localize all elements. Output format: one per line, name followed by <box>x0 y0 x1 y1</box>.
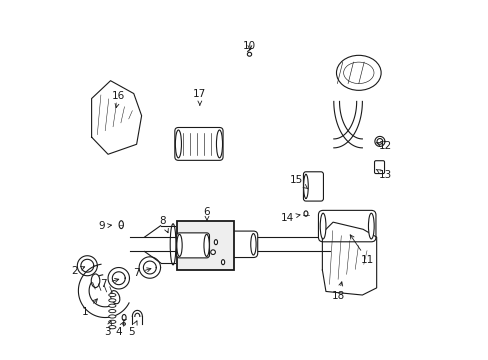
Ellipse shape <box>247 52 251 56</box>
Text: 3: 3 <box>103 321 111 337</box>
Text: 14: 14 <box>280 212 300 222</box>
Ellipse shape <box>108 320 116 323</box>
Text: 2: 2 <box>71 266 84 276</box>
Text: 15: 15 <box>289 175 307 189</box>
FancyBboxPatch shape <box>374 161 384 174</box>
Ellipse shape <box>221 260 224 265</box>
Ellipse shape <box>108 325 116 329</box>
Text: 13: 13 <box>375 170 391 180</box>
Ellipse shape <box>108 293 116 297</box>
Ellipse shape <box>336 55 380 90</box>
Text: 1: 1 <box>82 299 97 317</box>
Ellipse shape <box>175 130 181 158</box>
Ellipse shape <box>203 234 209 256</box>
Ellipse shape <box>214 240 217 245</box>
FancyBboxPatch shape <box>175 127 223 160</box>
Ellipse shape <box>110 291 120 304</box>
Ellipse shape <box>343 62 373 84</box>
Ellipse shape <box>188 234 193 255</box>
Ellipse shape <box>304 211 307 216</box>
Ellipse shape <box>119 221 123 229</box>
Text: 5: 5 <box>128 321 137 337</box>
Ellipse shape <box>210 250 215 255</box>
Ellipse shape <box>250 234 256 255</box>
Text: 12: 12 <box>375 141 391 151</box>
FancyBboxPatch shape <box>186 231 257 257</box>
Ellipse shape <box>216 130 222 158</box>
FancyBboxPatch shape <box>176 233 209 258</box>
Ellipse shape <box>122 323 125 325</box>
Ellipse shape <box>303 174 307 199</box>
Ellipse shape <box>91 274 100 288</box>
Text: 18: 18 <box>331 282 344 301</box>
Text: 11: 11 <box>349 235 374 265</box>
Text: 7: 7 <box>133 268 151 278</box>
Text: 10: 10 <box>243 41 256 51</box>
Ellipse shape <box>320 213 325 239</box>
FancyBboxPatch shape <box>177 221 233 270</box>
Text: 4: 4 <box>115 321 123 337</box>
Text: 6: 6 <box>203 207 210 220</box>
Ellipse shape <box>108 315 116 318</box>
Text: 16: 16 <box>112 91 125 108</box>
Text: 7: 7 <box>100 278 119 289</box>
Ellipse shape <box>108 299 116 302</box>
Text: 8: 8 <box>160 216 168 233</box>
Text: 9: 9 <box>98 221 111 231</box>
Ellipse shape <box>177 234 182 256</box>
FancyBboxPatch shape <box>318 210 375 242</box>
FancyBboxPatch shape <box>303 172 323 201</box>
Ellipse shape <box>122 315 126 320</box>
Text: 17: 17 <box>193 89 206 105</box>
Ellipse shape <box>108 310 116 313</box>
Ellipse shape <box>108 304 116 307</box>
Ellipse shape <box>367 213 373 239</box>
Ellipse shape <box>170 224 176 265</box>
